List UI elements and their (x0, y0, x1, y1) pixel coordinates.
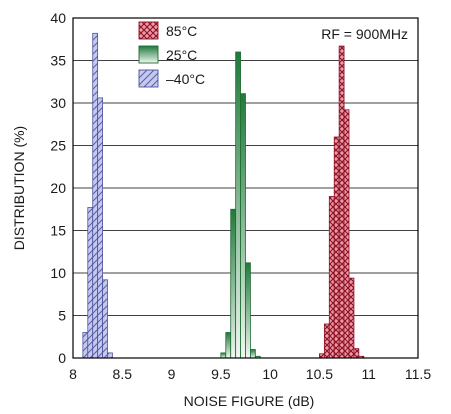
x-tick-label: 9.5 (211, 366, 231, 382)
y-tick-label: 10 (50, 265, 66, 281)
histogram-bar (107, 352, 113, 359)
x-tick-label: 10.5 (306, 366, 333, 382)
legend-swatch (138, 21, 159, 40)
histogram-bar (102, 279, 108, 359)
histogram-bar (225, 332, 232, 359)
histogram-bar (250, 349, 256, 359)
histogram-bars (82, 32, 365, 359)
histogram-bar (220, 352, 227, 359)
histogram-bar (348, 277, 355, 359)
histogram-bar (230, 208, 237, 359)
legend-swatch (138, 45, 159, 64)
histogram-bar (240, 93, 246, 359)
y-tick-label: 25 (50, 138, 66, 154)
y-tick-labels: 0 5 10 15 20 25 30 35 40 (50, 10, 66, 366)
x-tick-label: 11.5 (405, 366, 431, 382)
x-tick-label: 8 (69, 366, 77, 382)
histogram-bar (343, 109, 350, 359)
x-tick-label: 9 (168, 366, 176, 382)
histogram-bar (97, 97, 103, 359)
legend-label: –40°C (166, 71, 205, 87)
legend: 85°C 25°C –40°C (138, 21, 205, 88)
x-axis-title: NOISE FIGURE (dB) (184, 393, 315, 409)
rf-frequency-annotation: RF = 900MHz (321, 26, 408, 42)
histogram-bar (245, 262, 251, 359)
x-tick-label: 11 (361, 366, 376, 382)
histogram-bar (338, 45, 345, 359)
x-tick-labels: 8 8.5 9 9.5 10 10.5 11 11.5 (69, 366, 431, 382)
histogram-bar (82, 332, 89, 359)
histogram-bar (87, 207, 94, 359)
y-tick-label: 5 (58, 308, 66, 324)
legend-label: 25°C (166, 47, 197, 63)
x-tick-label: 10 (262, 366, 278, 382)
histogram-bar (328, 196, 335, 359)
histogram-bar (333, 136, 340, 359)
x-tick-label: 8.5 (113, 366, 133, 382)
y-tick-label: 0 (58, 350, 66, 366)
plot-frame (72, 17, 419, 359)
histogram-bar (319, 353, 325, 359)
y-axis-title: DISTRIBUTION (%) (11, 126, 27, 250)
y-tick-label: 15 (50, 223, 66, 239)
histogram-bar (92, 32, 99, 359)
histogram-bar (323, 323, 330, 359)
y-tick-label: 40 (50, 10, 66, 26)
y-tick-label: 20 (50, 180, 66, 196)
histogram-bar (353, 348, 360, 359)
histogram-bar (235, 51, 241, 359)
y-tick-label: 30 (50, 95, 66, 111)
y-tick-label: 35 (50, 53, 66, 69)
legend-swatch (138, 69, 159, 88)
legend-label: 85°C (166, 23, 197, 39)
